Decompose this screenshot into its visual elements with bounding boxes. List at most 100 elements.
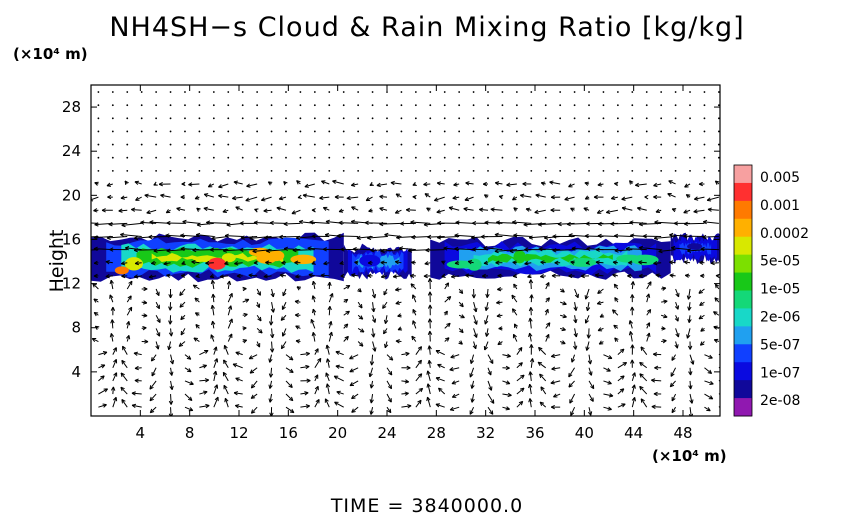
wind-arrow-head bbox=[169, 385, 174, 390]
wind-arrow-head bbox=[210, 304, 215, 310]
wind-dot bbox=[703, 117, 706, 120]
wind-arrow-head bbox=[570, 260, 575, 265]
wind-arrow bbox=[603, 406, 612, 410]
y-tick-label: 8 bbox=[71, 319, 81, 337]
wind-dot bbox=[299, 117, 302, 120]
wind-arrow-head bbox=[156, 332, 161, 337]
wind-arrow bbox=[223, 249, 243, 252]
colorbar-swatch bbox=[734, 165, 752, 184]
wind-arrow bbox=[227, 305, 232, 316]
wind-arrow-head bbox=[294, 312, 300, 318]
wind-arrow-head bbox=[630, 359, 635, 364]
wind-arrow bbox=[170, 380, 173, 390]
wind-arrow-head bbox=[629, 180, 634, 185]
wind-arrow-head bbox=[93, 298, 98, 303]
wind-arrow bbox=[487, 406, 494, 415]
wind-arrow-head bbox=[195, 273, 200, 279]
wind-arrow-head bbox=[218, 184, 223, 189]
wind-arrow bbox=[428, 360, 431, 368]
wind-dot bbox=[184, 91, 186, 93]
wind-arrow bbox=[539, 401, 547, 408]
wind-dot bbox=[241, 91, 244, 93]
wind-arrow-head bbox=[513, 283, 518, 289]
wind-arrow-head bbox=[383, 291, 388, 296]
wind-arrow bbox=[603, 380, 612, 385]
wind-arrow bbox=[538, 248, 561, 251]
wind-arrow-head bbox=[358, 304, 363, 309]
wind-arrow-head bbox=[211, 235, 216, 241]
wind-arrow-head bbox=[219, 274, 225, 279]
wind-arrow-head bbox=[306, 378, 311, 383]
wind-dot bbox=[573, 117, 576, 120]
wind-arrow-head bbox=[168, 294, 173, 299]
wind-arrow-head bbox=[668, 180, 673, 185]
wind-arrow-head bbox=[557, 221, 562, 227]
wind-arrow bbox=[535, 194, 546, 198]
wind-arrow-head bbox=[550, 195, 555, 200]
wind-dot bbox=[126, 117, 129, 120]
wind-arrow bbox=[529, 332, 532, 342]
wind-arrow-head bbox=[265, 260, 270, 265]
wind-arrow-head bbox=[458, 340, 463, 345]
wind-arrow-head bbox=[608, 393, 614, 398]
wind-dot bbox=[285, 91, 287, 93]
wind-arrow-head bbox=[587, 411, 593, 416]
wind-arrow bbox=[326, 383, 330, 395]
wind-arrow-head bbox=[102, 351, 108, 356]
cloud-core bbox=[114, 266, 129, 275]
colorbar-swatch bbox=[734, 308, 752, 327]
wind-arrow-head bbox=[412, 181, 417, 186]
wind-arrow-head bbox=[612, 260, 618, 265]
wind-dot bbox=[717, 143, 720, 146]
wind-arrow-head bbox=[80, 249, 84, 252]
wind-arrow-head bbox=[698, 181, 703, 187]
wind-arrow-head bbox=[207, 183, 213, 188]
wind-dot bbox=[530, 104, 533, 107]
wind-arrow-head bbox=[498, 194, 504, 200]
wind-arrow bbox=[326, 358, 330, 368]
wind-arrow-head bbox=[441, 273, 446, 278]
wind-arrow-head bbox=[628, 320, 633, 325]
wind-arrow bbox=[376, 183, 388, 186]
wind-arrow bbox=[285, 367, 294, 373]
wind-arrow-head bbox=[598, 340, 604, 345]
wind-arrow-head bbox=[614, 248, 619, 253]
wind-arrow-head bbox=[165, 209, 171, 214]
wind-arrow-head bbox=[196, 222, 202, 227]
wind-arrow bbox=[335, 351, 344, 356]
wind-dot bbox=[515, 156, 518, 159]
wind-dot bbox=[645, 117, 648, 120]
wind-arrow-head bbox=[103, 388, 109, 393]
wind-arrow bbox=[639, 247, 662, 251]
wind-arrow-head bbox=[454, 260, 460, 266]
wind-arrow bbox=[512, 308, 518, 316]
wind-arrow-head bbox=[281, 305, 286, 310]
wind-arrow bbox=[473, 328, 478, 338]
wind-arrow-head bbox=[585, 346, 590, 351]
wind-arrow bbox=[451, 275, 460, 278]
wind-arrow-head bbox=[380, 274, 386, 279]
wind-arrow-head bbox=[482, 181, 488, 187]
wind-arrow-head bbox=[387, 384, 393, 390]
wind-arrow-head bbox=[297, 194, 303, 200]
wind-arrow-head bbox=[528, 279, 534, 284]
wind-arrow bbox=[448, 207, 460, 211]
wind-arrow-head bbox=[551, 366, 556, 371]
wind-arrow-head bbox=[437, 220, 442, 226]
wind-arrow bbox=[516, 347, 523, 355]
wind-arrow-head bbox=[537, 361, 543, 366]
wind-arrow-head bbox=[188, 182, 193, 187]
wind-arrow bbox=[213, 396, 219, 408]
wind-arrow-head bbox=[322, 247, 328, 252]
wind-arrow-head bbox=[496, 313, 501, 318]
wind-arrow-head bbox=[472, 247, 477, 252]
wind-arrow-head bbox=[314, 374, 319, 379]
wind-arrow-head bbox=[142, 326, 147, 331]
wind-arrow-head bbox=[484, 332, 490, 337]
wind-dot bbox=[544, 91, 547, 93]
wind-dot bbox=[429, 156, 432, 159]
wind-dot bbox=[588, 143, 590, 146]
wind-arrow-head bbox=[354, 260, 359, 265]
wind-arrow bbox=[384, 315, 388, 324]
wind-dot bbox=[458, 143, 461, 146]
